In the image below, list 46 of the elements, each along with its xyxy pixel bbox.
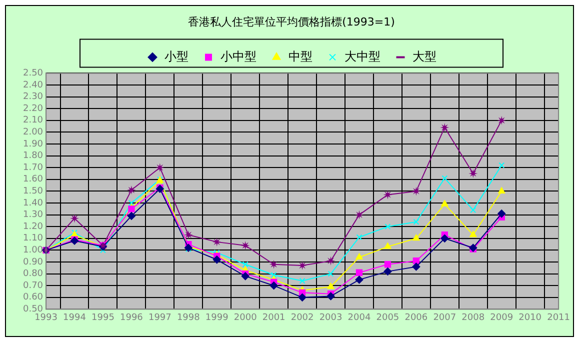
y-tick-label: 1.90 [22,139,44,150]
x-tick-label: 2002 [290,312,314,323]
x-tick-label: 2011 [547,312,570,323]
y-tick-label: 2.20 [22,104,44,114]
y-tick-label: 2.00 [22,128,44,138]
x-tick-label: 1993 [34,312,58,323]
y-tick-label: 2.40 [22,80,44,90]
x-tick-label: 2009 [490,312,514,323]
legend-label: 大中型 [344,49,380,64]
x-tick-label: 2001 [262,312,286,323]
legend-label: 大型 [412,49,436,64]
legend-label: 小型 [164,49,188,64]
y-tick-label: 0.80 [22,269,44,280]
x-tick-label: 2003 [319,312,342,323]
x-tick-label: 2008 [462,312,485,323]
legend-label: 中型 [288,49,312,64]
y-tick-label: 1.00 [22,246,44,256]
legend-label: 小中型 [220,49,256,64]
y-tick-label: 0.50 [22,304,44,315]
chart-title: 香港私人住宅單位平均價格指標(1993=1) [188,15,395,28]
y-tick-label: 1.80 [22,151,44,162]
x-tick-label: 1996 [120,312,144,323]
x-tick-label: 1997 [148,312,172,323]
x-tick-label: 2006 [404,312,428,323]
x-tick-label: 1994 [63,312,86,323]
y-tick-label: 1.70 [22,162,44,173]
x-tick-label: 2005 [376,312,400,323]
y-tick-label: 2.10 [22,116,44,126]
y-tick-label: 1.50 [22,186,44,197]
x-tick-label: 2007 [433,312,456,323]
x-tick-label: 1995 [92,312,114,323]
x-tick-label: 2000 [234,312,258,323]
y-tick-label: 1.60 [22,174,44,185]
y-tick-label: 1.10 [22,234,44,244]
y-tick-label: 0.60 [22,292,44,303]
x-tick-label: 2010 [518,312,542,323]
y-tick-label: 0.90 [22,257,44,268]
y-tick-label: 1.30 [22,210,44,220]
y-tick-label: 1.40 [22,198,44,208]
x-tick-label: 1999 [205,312,229,323]
y-tick-label: 2.50 [22,68,44,79]
x-tick-label: 1998 [176,312,200,323]
y-tick-label: 0.70 [22,280,44,291]
x-tick-label: 2004 [348,312,371,323]
y-tick-label: 2.30 [22,92,44,102]
y-tick-label: 1.20 [22,222,44,232]
